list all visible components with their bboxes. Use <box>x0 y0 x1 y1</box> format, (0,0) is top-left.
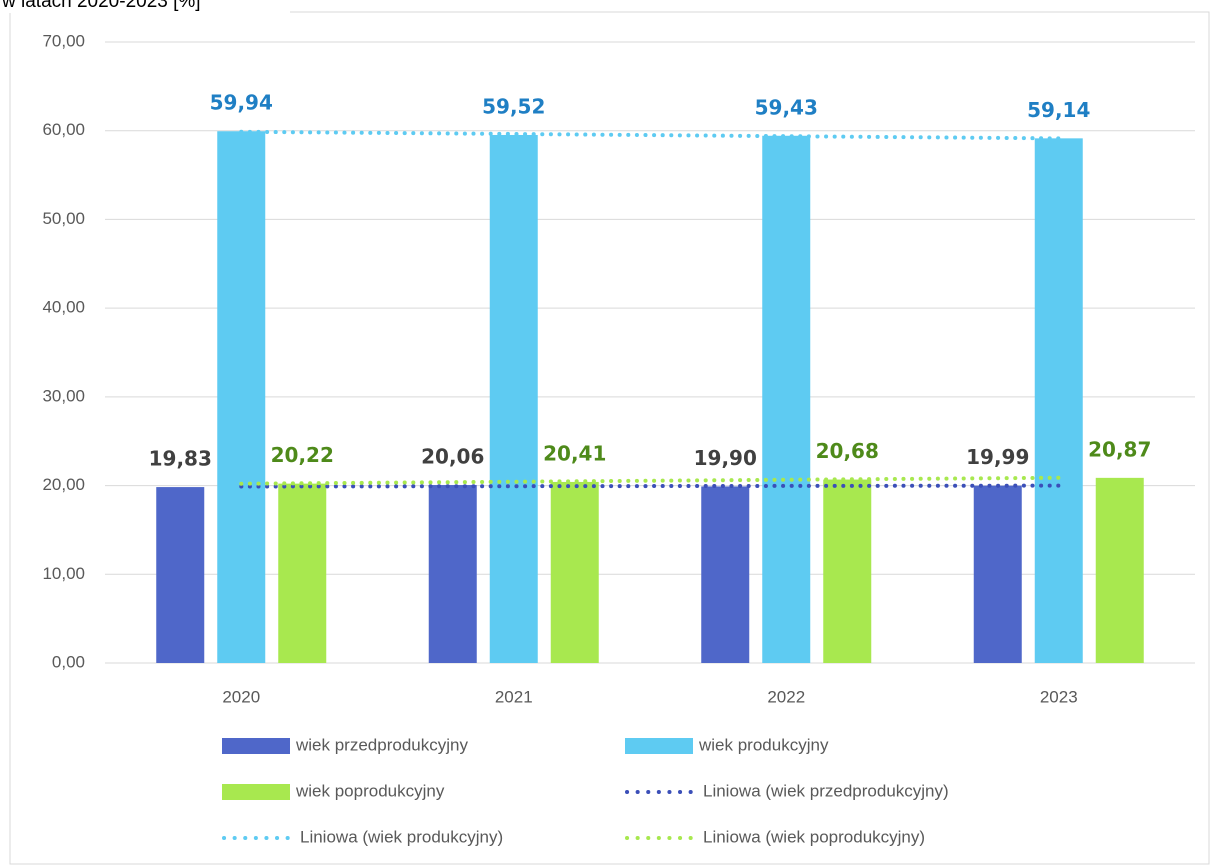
data-label: 20,06 <box>421 445 484 469</box>
data-label: 20,68 <box>816 439 879 463</box>
bar <box>428 485 477 663</box>
data-label: 19,90 <box>694 446 757 470</box>
bar <box>1034 138 1083 663</box>
bar <box>550 481 599 663</box>
y-tick-label: 10,00 <box>42 564 85 583</box>
bar <box>701 486 750 663</box>
legend-swatch <box>222 784 290 800</box>
data-label: 59,14 <box>1027 98 1090 122</box>
trendline <box>239 129 1061 141</box>
data-label: 20,41 <box>543 441 606 465</box>
y-tick-label: 20,00 <box>42 475 85 494</box>
y-tick-label: 0,00 <box>52 652 85 671</box>
chart-frame <box>9 11 1210 865</box>
bar <box>278 483 327 663</box>
legend-label: wiek produkcyjny <box>698 735 829 754</box>
legend-swatch <box>222 738 290 754</box>
data-label: 59,94 <box>210 91 273 115</box>
data-label: 20,87 <box>1088 437 1151 461</box>
y-tick-label: 70,00 <box>42 31 85 50</box>
x-tick-label: 2022 <box>767 687 805 706</box>
legend-label: Liniowa (wiek przedprodukcyjny) <box>703 781 949 800</box>
bar <box>156 487 205 663</box>
chart-title: w latach 2020-2023 [%] <box>1 0 201 12</box>
y-tick-label: 40,00 <box>42 298 85 317</box>
bar <box>762 135 811 663</box>
x-tick-label: 2020 <box>222 687 260 706</box>
bar <box>489 134 538 664</box>
legend-label: wiek poprodukcyjny <box>295 781 445 800</box>
trendline <box>239 483 1061 489</box>
legend-label: Liniowa (wiek produkcyjny) <box>300 827 503 846</box>
bar <box>217 131 266 663</box>
legend-label: Liniowa (wiek poprodukcyjny) <box>703 827 925 846</box>
y-tick-label: 30,00 <box>42 386 85 405</box>
data-label: 19,83 <box>149 447 212 471</box>
x-tick-label: 2021 <box>495 687 533 706</box>
bar <box>973 485 1022 663</box>
bar <box>823 479 872 663</box>
data-label: 19,99 <box>966 445 1029 469</box>
data-label: 20,22 <box>271 443 334 467</box>
legend-swatch <box>625 738 693 754</box>
bar <box>1095 477 1144 663</box>
y-tick-label: 60,00 <box>42 120 85 139</box>
legend-label: wiek przedprodukcyjny <box>295 735 468 754</box>
x-tick-label: 2023 <box>1040 687 1078 706</box>
y-tick-label: 50,00 <box>42 209 85 228</box>
data-label: 59,43 <box>755 95 818 119</box>
trendline <box>239 475 1061 486</box>
data-label: 59,52 <box>482 94 545 118</box>
title-background <box>0 0 290 13</box>
